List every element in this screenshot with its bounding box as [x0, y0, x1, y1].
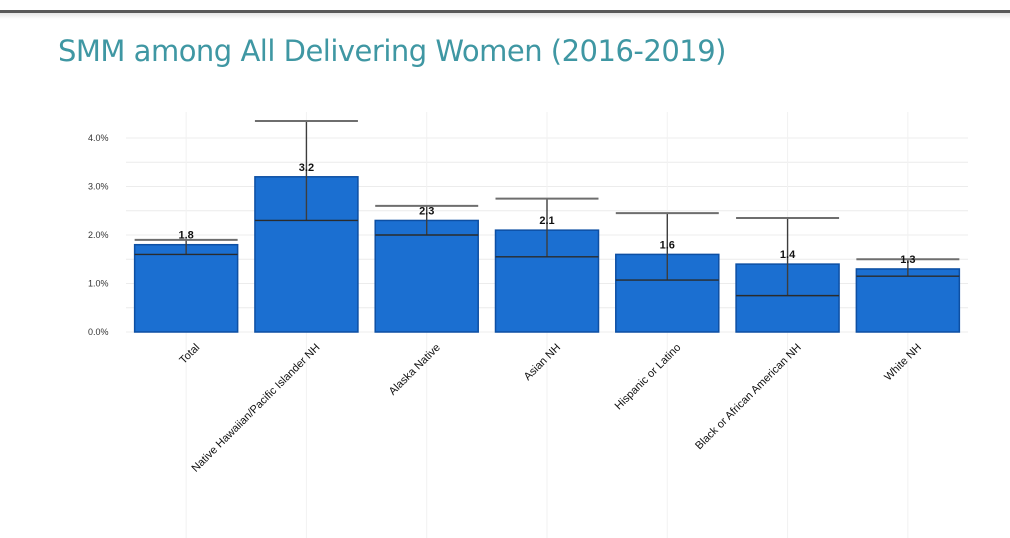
data-label: 1.4	[780, 249, 796, 261]
bar	[855, 268, 961, 333]
y-tick-label: 4.0%	[88, 133, 109, 143]
data-label: 2.3	[419, 205, 434, 217]
data-label: 1.6	[660, 239, 675, 251]
x-tick-label: White NH	[882, 342, 924, 384]
x-tick-label: Total	[177, 342, 202, 367]
x-tick-label: Hispanic or Latino	[613, 342, 684, 413]
chart-error-bars	[134, 120, 960, 297]
x-tick-label: Asian NH	[522, 342, 563, 383]
top-shadow	[0, 13, 1010, 19]
top-rule	[0, 10, 1010, 13]
chart-data-labels: 1.8 3.2 2.3 2.1 1.6 1.4 1.3	[178, 162, 915, 266]
bar	[133, 243, 239, 333]
y-tick-label: 3.0%	[88, 182, 109, 192]
data-label: 1.3	[900, 254, 915, 266]
y-axis-ticks: 0.0% 1.0% 2.0% 3.0% 4.0%	[88, 133, 109, 337]
data-label: 3.2	[299, 162, 314, 174]
bar	[374, 219, 479, 333]
x-tick-label: Alaska Native	[387, 342, 443, 398]
y-tick-label: 2.0%	[88, 230, 109, 240]
x-tick-label: Native Hawaiian/Pacific Islander NH	[190, 342, 323, 475]
y-tick-label: 0.0%	[88, 327, 109, 337]
y-tick-label: 1.0%	[88, 279, 109, 289]
data-label: 1.8	[178, 230, 193, 242]
chart-title: SMM among All Delivering Women (2016-201…	[58, 34, 727, 68]
data-label: 2.1	[539, 215, 554, 227]
chart-bars	[133, 176, 961, 333]
